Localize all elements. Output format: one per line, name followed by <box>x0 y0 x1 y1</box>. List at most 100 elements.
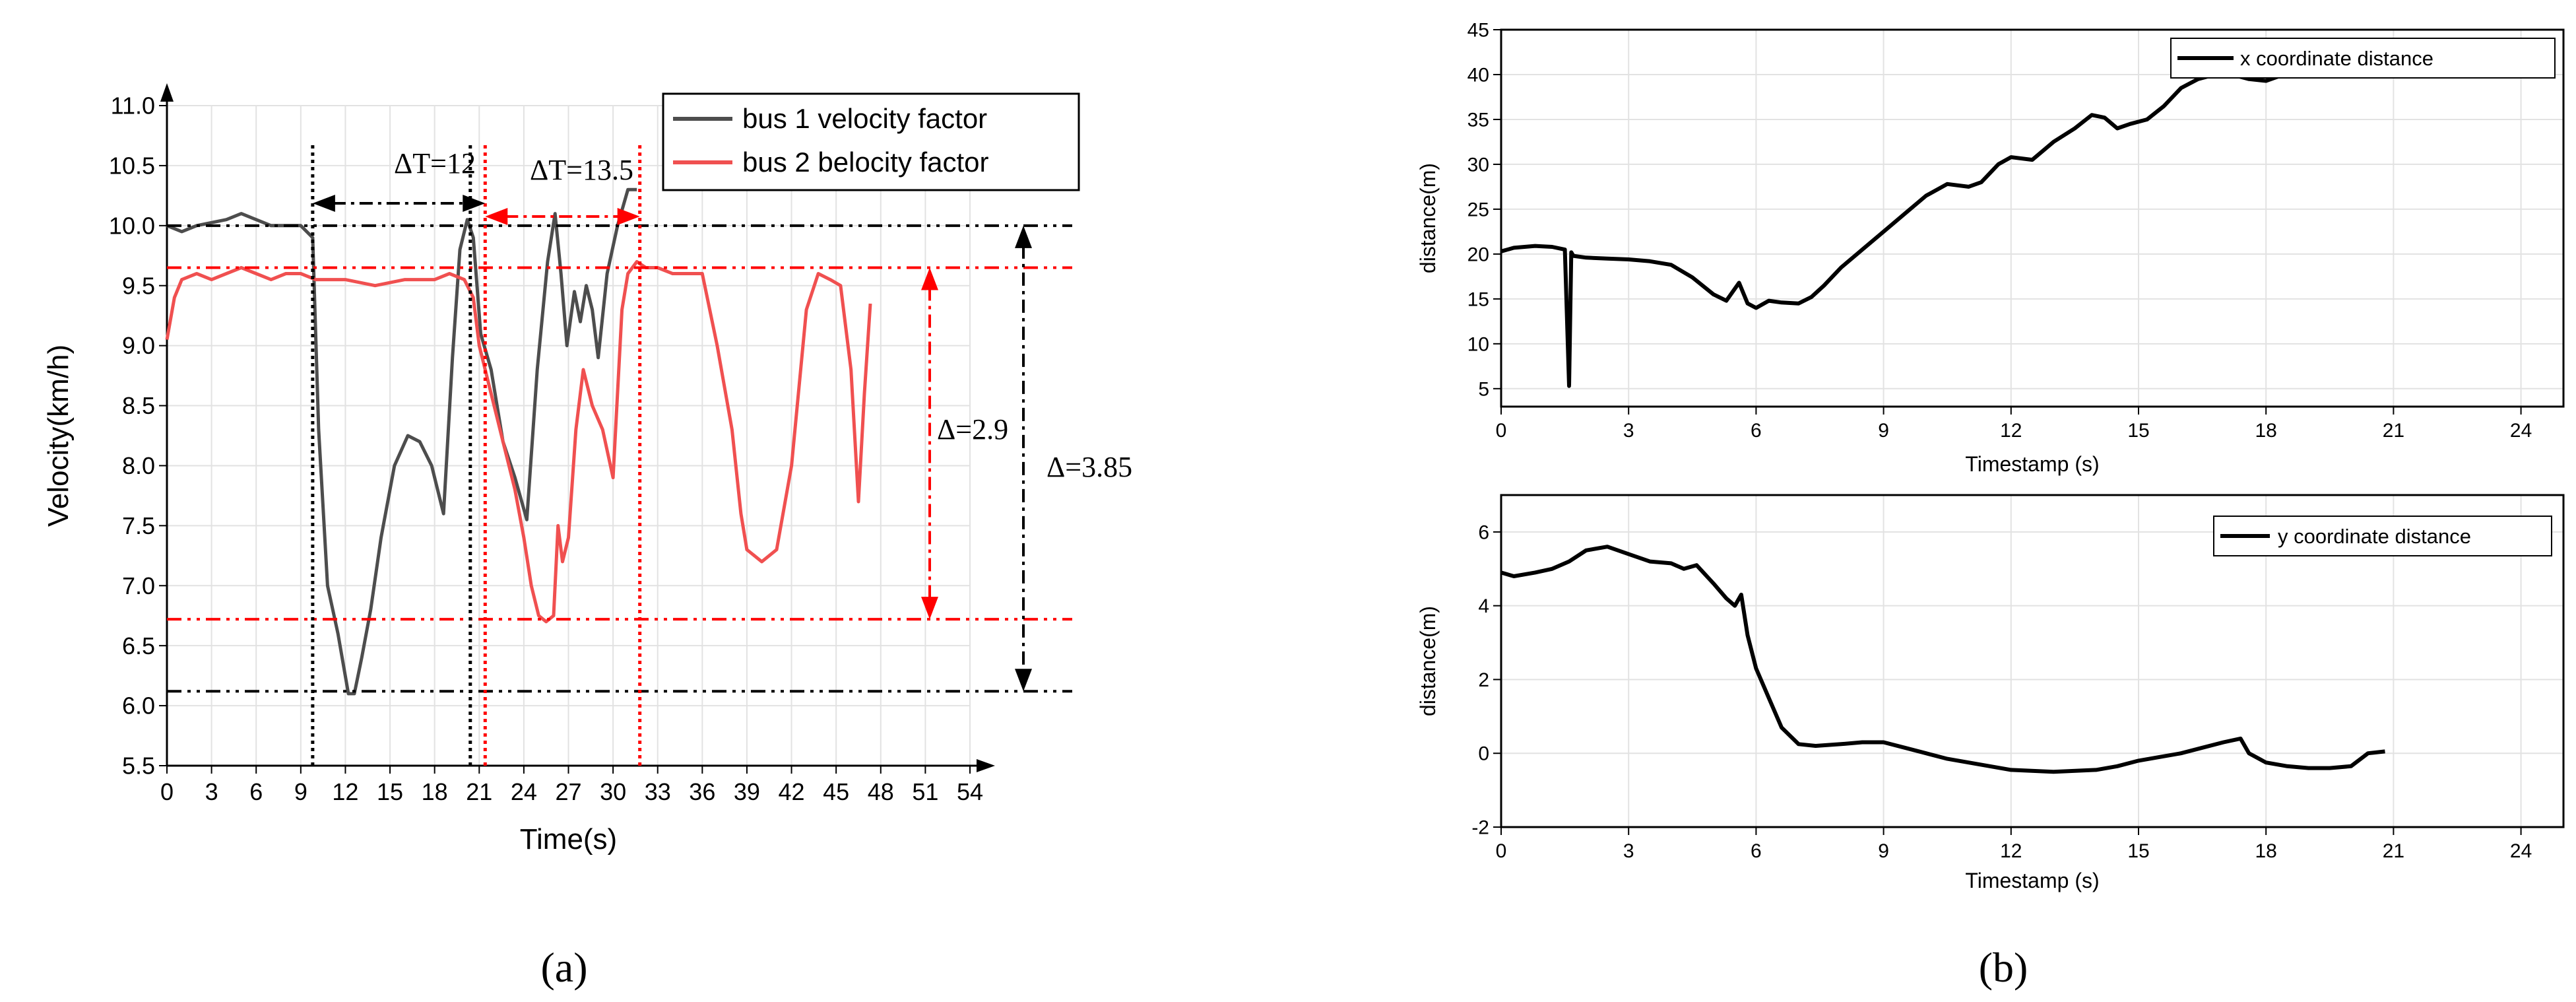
y-tick-label: 10.5 <box>109 152 155 180</box>
legend-box <box>2213 516 2552 556</box>
delta-2-9-arrow-head-bottom <box>921 597 938 620</box>
x-tick-label: 27 <box>555 778 581 805</box>
x-tick-label: 24 <box>511 778 537 805</box>
x-tick-label: 15 <box>2127 840 2149 862</box>
series-line-2 <box>165 259 872 624</box>
x-tick-label: 21 <box>2383 420 2404 442</box>
delta-3-85-arrow-head-bottom <box>1015 669 1032 692</box>
y-tick-label: 5.5 <box>122 752 155 780</box>
y-tick-label: 6 <box>1478 521 1489 543</box>
legend-label-1: x coordinate distance <box>2240 47 2433 70</box>
y-tick-label: 15 <box>1467 288 1489 310</box>
legend-label-1: bus 1 velocity factor <box>742 103 987 134</box>
x-tick-label: 12 <box>2000 420 2022 442</box>
y-axis-arrow <box>160 83 174 102</box>
y-tick-label: 45 <box>1467 20 1489 42</box>
x-tick-label: 3 <box>1623 840 1634 862</box>
y-tick-label: 8.0 <box>122 452 155 479</box>
x-tick-label: 9 <box>1878 840 1889 862</box>
y-tick-label: -2 <box>1471 817 1489 839</box>
x-tick-label: 0 <box>1496 840 1507 862</box>
series-line-1 <box>166 187 637 696</box>
y-tick-label: 7.0 <box>122 572 155 599</box>
y-axis-label: Velocity(km/h) <box>42 345 75 527</box>
annotation-delta-t-12: ΔT=12 <box>394 147 476 180</box>
x-tick-label: 51 <box>912 778 938 805</box>
x-tick-label: 21 <box>2383 840 2404 862</box>
x-tick-label: 9 <box>294 778 307 805</box>
x-tick-label: 48 <box>868 778 894 805</box>
x-tick-label: 36 <box>689 778 715 805</box>
plot-frame <box>1500 28 2565 408</box>
y-tick-label: 9.0 <box>122 332 155 359</box>
y-tick-label: 6.5 <box>122 632 155 659</box>
delta-t-12-arrow-head-left <box>312 195 335 212</box>
chart-a: 0 3 6 9 12 15 18 21 24 27 30 33 36 39 42 45 48 51 545.56.0… <box>42 83 1132 855</box>
y-axis-label: distance(m) <box>1416 606 1440 716</box>
figure-label-b: (b) <box>1979 944 2028 991</box>
legend-label-1: y coordinate distance <box>2278 525 2471 548</box>
series-line-1 <box>1500 545 2385 774</box>
annotation-delta-3-85: Δ=3.85 <box>1046 451 1132 483</box>
x-tick-label: 15 <box>377 778 403 805</box>
y-tick-label: 11.0 <box>111 92 155 119</box>
y-tick-label: 2 <box>1478 669 1489 691</box>
y-tick-label: 40 <box>1467 64 1489 86</box>
annotation-delta-2-9: Δ=2.9 <box>937 413 1008 446</box>
x-axis-label: Timestamp (s) <box>1965 869 2099 892</box>
y-tick-label: 6.0 <box>122 692 155 719</box>
y-tick-label: 7.5 <box>122 512 155 539</box>
x-tick-label: 24 <box>2510 840 2532 862</box>
x-tick-label: 54 <box>957 778 983 805</box>
x-axis-label: Timestamp (s) <box>1965 452 2099 476</box>
x-tick-label: 15 <box>2127 420 2149 442</box>
x-axis-arrow <box>977 759 995 772</box>
x-tick-label: 0 <box>160 778 174 805</box>
y-tick-label: 5 <box>1478 378 1489 400</box>
chart-b-top: 0 3 6 9 12 15 18 21 24 5 10 15 20 25 30 35 40 45 Timestamp… <box>1416 20 2565 476</box>
y-tick-label: 9.5 <box>122 272 155 299</box>
delta-t-13-5-arrow-head-right <box>617 208 640 225</box>
plot-frame <box>1500 494 2565 828</box>
y-axis-label: distance(m) <box>1416 163 1440 273</box>
legend-box <box>662 92 1080 191</box>
y-tick-label: 8.5 <box>122 392 155 419</box>
x-tick-label: 39 <box>734 778 760 805</box>
x-tick-label: 18 <box>422 778 448 805</box>
x-tick-label: 18 <box>2255 420 2277 442</box>
x-axis-label: Time(s) <box>520 823 617 855</box>
x-tick-label: 0 <box>1496 420 1507 442</box>
x-tick-label: 45 <box>823 778 849 805</box>
y-tick-label: 4 <box>1478 595 1489 617</box>
delta-2-9-arrow-head-top <box>921 267 938 290</box>
series-line-1 <box>1500 73 2280 388</box>
y-tick-label: 10.0 <box>109 212 155 239</box>
x-tick-label: 6 <box>249 778 263 805</box>
x-tick-label: 30 <box>600 778 626 805</box>
figure-label-a: (a) <box>540 944 587 991</box>
y-tick-label: 10 <box>1467 333 1489 355</box>
delta-t-13-5-arrow-head-left <box>485 208 508 225</box>
delta-t-12-arrow-head-right <box>463 195 486 212</box>
y-tick-label: 20 <box>1467 244 1489 265</box>
x-tick-label: 21 <box>466 778 492 805</box>
legend-box <box>2170 38 2556 79</box>
x-tick-label: 6 <box>1751 840 1762 862</box>
x-tick-label: 9 <box>1878 420 1889 442</box>
y-tick-label: 30 <box>1467 154 1489 176</box>
x-tick-label: 12 <box>2000 840 2022 862</box>
x-tick-label: 3 <box>205 778 218 805</box>
x-tick-label: 6 <box>1751 420 1762 442</box>
delta-3-85-arrow-head-top <box>1015 225 1032 248</box>
x-tick-label: 24 <box>2510 420 2532 442</box>
x-tick-label: 42 <box>779 778 805 805</box>
y-tick-label: 0 <box>1478 743 1489 765</box>
x-tick-label: 3 <box>1623 420 1634 442</box>
x-tick-label: 18 <box>2255 840 2277 862</box>
x-tick-label: 33 <box>645 778 671 805</box>
legend-label-2: bus 2 belocity factor <box>742 147 989 178</box>
x-tick-label: 12 <box>332 778 358 805</box>
y-tick-label: 25 <box>1467 199 1489 220</box>
